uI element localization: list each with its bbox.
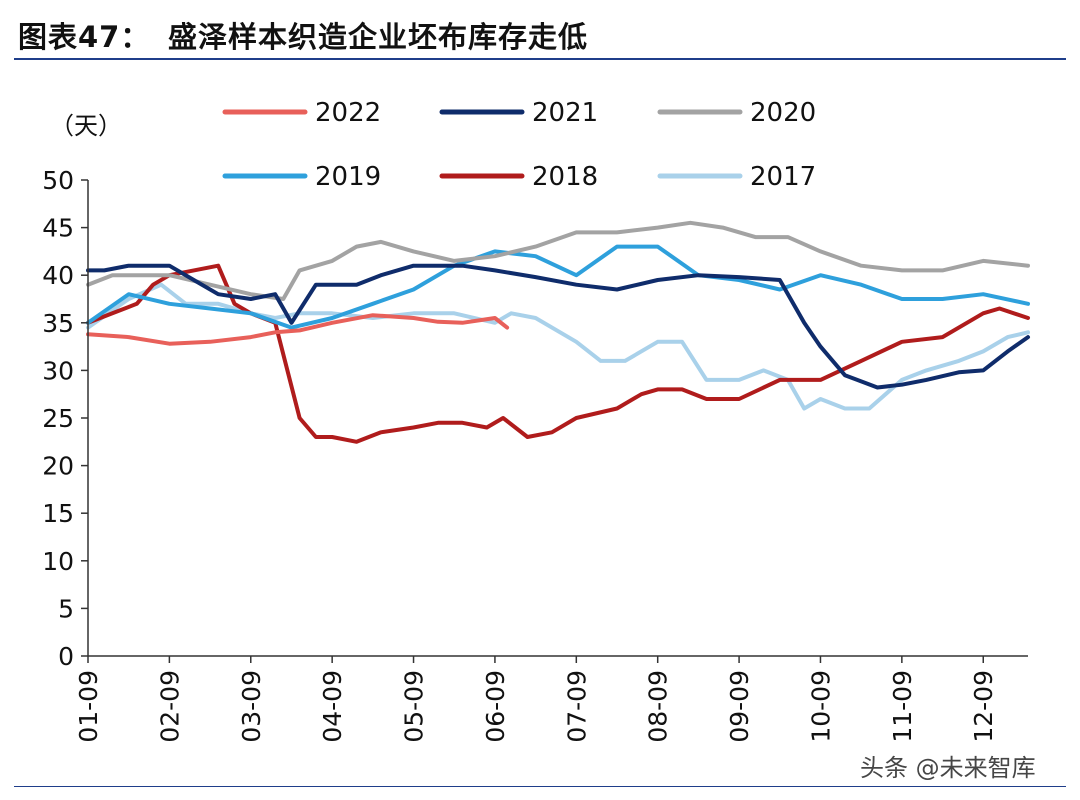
series-line-2020 <box>86 220 1030 301</box>
x-tick-label: 07-09 <box>562 670 591 743</box>
x-tick-label: 12-09 <box>969 670 998 743</box>
x-tick-label: 08-09 <box>644 670 673 743</box>
y-tick-label: 5 <box>58 594 74 623</box>
x-tick-label: 11-09 <box>888 670 917 743</box>
x-tick-label: 02-09 <box>155 670 184 743</box>
y-tick-label: 0 <box>58 642 74 671</box>
series-line-2021 <box>86 263 1030 390</box>
x-tick-label: 05-09 <box>400 670 429 743</box>
y-tick-label: 45 <box>42 214 74 243</box>
chart-legend: 2022 2021 2020 2019 2018 2017 <box>222 98 816 192</box>
chart-series-lines <box>86 220 1030 444</box>
x-tick-label: 06-09 <box>481 670 510 743</box>
legend-label-2020: 2020 <box>750 98 816 128</box>
x-tick-label: 03-09 <box>237 670 266 743</box>
y-axis-unit-label: （天） <box>50 112 122 140</box>
y-tick-label: 15 <box>42 499 74 528</box>
series-line-2018 <box>86 263 1030 444</box>
legend-label-2019: 2019 <box>315 162 381 192</box>
x-tick-label: 10-09 <box>806 670 835 743</box>
figure-title-block: 图表47： 盛泽样本织造企业坯布库存走低 <box>18 14 588 56</box>
y-tick-label: 25 <box>42 404 74 433</box>
chart-axes: 0 5 10 15 20 25 30 35 40 45 50 01-09 02-09 03-09 04-09… <box>42 166 1028 743</box>
bottom-divider <box>14 786 1066 787</box>
y-tick-label: 50 <box>42 166 74 195</box>
legend-label-2017: 2017 <box>750 162 816 192</box>
legend-label-2018: 2018 <box>532 162 598 192</box>
x-tick-label: 04-09 <box>318 670 347 743</box>
x-tick-label: 09-09 <box>725 670 754 743</box>
y-tick-label: 40 <box>42 261 74 290</box>
series-line-2022 <box>86 313 510 346</box>
x-tick-label: 01-09 <box>74 670 103 743</box>
figure-number: 图表47： <box>18 20 151 54</box>
y-tick-label: 10 <box>42 547 74 576</box>
y-tick-label: 30 <box>42 356 74 385</box>
y-tick-label: 35 <box>42 309 74 338</box>
figure-title: 盛泽样本织造企业坯布库存走低 <box>168 20 589 54</box>
series-line-2019 <box>86 244 1030 330</box>
legend-label-2021: 2021 <box>532 98 598 128</box>
y-tick-label: 20 <box>42 452 74 481</box>
title-divider <box>14 58 1066 60</box>
legend-label-2022: 2022 <box>315 98 381 128</box>
watermark-text: 头条 @未来智库 <box>860 754 1036 782</box>
